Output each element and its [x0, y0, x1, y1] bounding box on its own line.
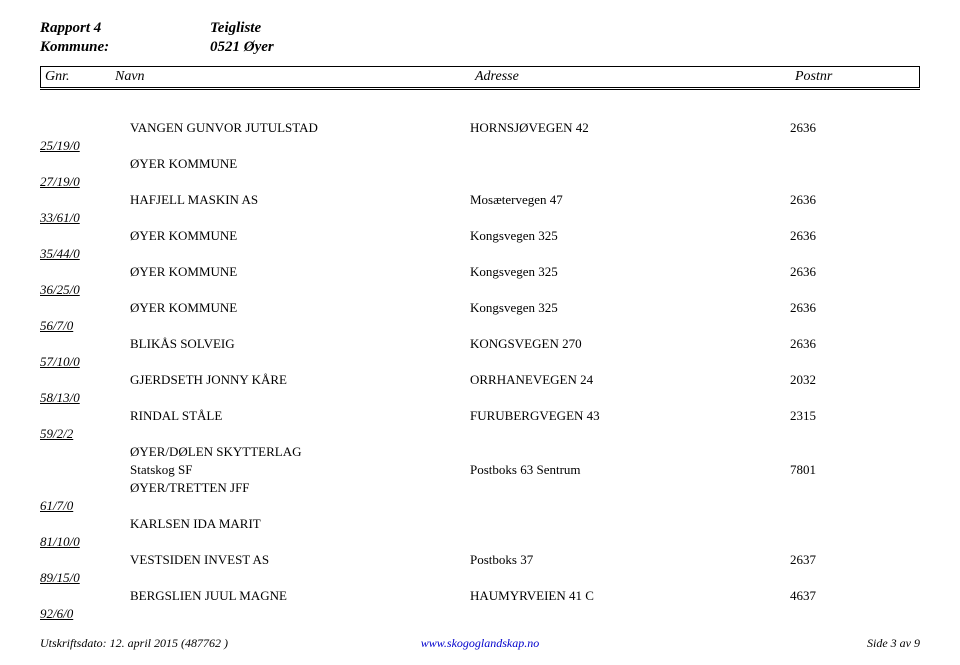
table-row: ØYER KOMMUNEKongsvegen 3252636 — [40, 264, 920, 282]
table-row: 35/44/0 — [40, 246, 920, 264]
adresse-cell: Mosætervegen 47 — [470, 192, 790, 208]
postnr-cell: 2637 — [790, 552, 920, 568]
postnr-cell: 2636 — [790, 192, 920, 208]
table-row: ØYER KOMMUNEKongsvegen 3252636 — [40, 228, 920, 246]
table-row: 58/13/0 — [40, 390, 920, 408]
col-postnr: Postnr — [795, 69, 915, 85]
footer-url: www.skogoglandskap.no — [421, 636, 539, 651]
table-row: 33/61/0 — [40, 210, 920, 228]
gnr-cell: 35/44/0 — [40, 246, 110, 262]
table-row: ØYER/DØLEN SKYTTERLAG — [40, 444, 920, 462]
kommune-header-row: Kommune: 0521 Øyer — [40, 39, 920, 56]
navn-cell: KARLSEN IDA MARIT — [110, 516, 470, 532]
gnr-cell: 58/13/0 — [40, 390, 110, 406]
postnr-cell: 2315 — [790, 408, 920, 424]
table-row: 89/15/0 — [40, 570, 920, 588]
navn-cell: ØYER KOMMUNE — [110, 228, 470, 244]
table-body: VANGEN GUNVOR JUTULSTADHORNSJØVEGEN 4226… — [40, 120, 920, 624]
navn-cell: Statskog SF — [110, 462, 470, 478]
postnr-cell: 2636 — [790, 228, 920, 244]
table-row: RINDAL STÅLEFURUBERGVEGEN 432315 — [40, 408, 920, 426]
navn-cell: ØYER/DØLEN SKYTTERLAG — [110, 444, 470, 460]
gnr-cell: 33/61/0 — [40, 210, 110, 226]
adresse-cell: Kongsvegen 325 — [470, 264, 790, 280]
col-adresse: Adresse — [475, 69, 795, 85]
adresse-cell: FURUBERGVEGEN 43 — [470, 408, 790, 424]
gnr-cell: 25/19/0 — [40, 138, 110, 154]
postnr-cell: 2032 — [790, 372, 920, 388]
report-value: Teigliste — [210, 20, 261, 37]
table-row: HAFJELL MASKIN ASMosætervegen 472636 — [40, 192, 920, 210]
col-navn: Navn — [115, 69, 475, 85]
gnr-cell: 56/7/0 — [40, 318, 110, 334]
table-row: 56/7/0 — [40, 318, 920, 336]
table-row: 27/19/0 — [40, 174, 920, 192]
table-row: 25/19/0 — [40, 138, 920, 156]
navn-cell: VANGEN GUNVOR JUTULSTAD — [110, 120, 470, 136]
navn-cell: ØYER KOMMUNE — [110, 264, 470, 280]
gnr-cell: 57/10/0 — [40, 354, 110, 370]
gnr-cell: 61/7/0 — [40, 498, 110, 514]
adresse-cell: Postboks 37 — [470, 552, 790, 568]
gnr-cell: 89/15/0 — [40, 570, 110, 586]
kommune-label: Kommune: — [40, 39, 210, 56]
adresse-cell: Kongsvegen 325 — [470, 300, 790, 316]
navn-cell: GJERDSETH JONNY KÅRE — [110, 372, 470, 388]
table-row: Statskog SFPostboks 63 Sentrum7801 — [40, 462, 920, 480]
gnr-cell: 27/19/0 — [40, 174, 110, 190]
table-row: KARLSEN IDA MARIT — [40, 516, 920, 534]
postnr-cell: 2636 — [790, 264, 920, 280]
navn-cell: ØYER KOMMUNE — [110, 300, 470, 316]
postnr-cell: 4637 — [790, 588, 920, 604]
table-row: 81/10/0 — [40, 534, 920, 552]
postnr-cell: 2636 — [790, 120, 920, 136]
table-row: GJERDSETH JONNY KÅREORRHANEVEGEN 242032 — [40, 372, 920, 390]
footer-date: Utskriftsdato: 12. april 2015 (487762 ) — [40, 636, 228, 651]
navn-cell: BLIKÅS SOLVEIG — [110, 336, 470, 352]
table-row: ØYER KOMMUNEKongsvegen 3252636 — [40, 300, 920, 318]
col-gnr: Gnr. — [45, 69, 115, 85]
report-label: Rapport 4 — [40, 20, 210, 37]
footer: Utskriftsdato: 12. april 2015 (487762 ) … — [40, 636, 920, 651]
table-row: BERGSLIEN JUUL MAGNEHAUMYRVEIEN 41 C4637 — [40, 588, 920, 606]
column-header: Gnr. Navn Adresse Postnr — [40, 66, 920, 88]
page: Rapport 4 Teigliste Kommune: 0521 Øyer G… — [0, 0, 960, 624]
table-row: BLIKÅS SOLVEIGKONGSVEGEN 2702636 — [40, 336, 920, 354]
gnr-cell: 81/10/0 — [40, 534, 110, 550]
table-row: 92/6/0 — [40, 606, 920, 624]
kommune-value: 0521 Øyer — [210, 39, 274, 56]
navn-cell: ØYER KOMMUNE — [110, 156, 470, 172]
adresse-cell: HORNSJØVEGEN 42 — [470, 120, 790, 136]
postnr-cell: 2636 — [790, 336, 920, 352]
table-row: ØYER/TRETTEN JFF — [40, 480, 920, 498]
adresse-cell: HAUMYRVEIEN 41 C — [470, 588, 790, 604]
footer-page: Side 3 av 9 — [867, 636, 920, 651]
table-row: 57/10/0 — [40, 354, 920, 372]
postnr-cell: 7801 — [790, 462, 920, 478]
postnr-cell: 2636 — [790, 300, 920, 316]
navn-cell: RINDAL STÅLE — [110, 408, 470, 424]
adresse-cell: KONGSVEGEN 270 — [470, 336, 790, 352]
navn-cell: HAFJELL MASKIN AS — [110, 192, 470, 208]
gnr-cell: 59/2/2 — [40, 426, 110, 442]
table-row: ØYER KOMMUNE — [40, 156, 920, 174]
table-row: VESTSIDEN INVEST ASPostboks 372637 — [40, 552, 920, 570]
adresse-cell: Kongsvegen 325 — [470, 228, 790, 244]
header-rule — [40, 89, 920, 90]
report-header-row: Rapport 4 Teigliste — [40, 20, 920, 37]
navn-cell: ØYER/TRETTEN JFF — [110, 480, 470, 496]
adresse-cell: Postboks 63 Sentrum — [470, 462, 790, 478]
navn-cell: BERGSLIEN JUUL MAGNE — [110, 588, 470, 604]
navn-cell: VESTSIDEN INVEST AS — [110, 552, 470, 568]
gnr-cell: 36/25/0 — [40, 282, 110, 298]
gnr-cell: 92/6/0 — [40, 606, 110, 622]
table-row: 61/7/0 — [40, 498, 920, 516]
table-row: 36/25/0 — [40, 282, 920, 300]
adresse-cell: ORRHANEVEGEN 24 — [470, 372, 790, 388]
table-row: VANGEN GUNVOR JUTULSTADHORNSJØVEGEN 4226… — [40, 120, 920, 138]
table-row: 59/2/2 — [40, 426, 920, 444]
